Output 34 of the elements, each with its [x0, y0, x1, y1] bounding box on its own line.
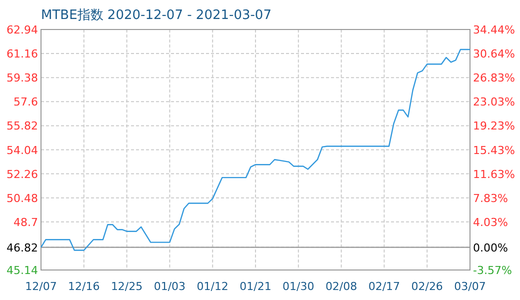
y-tick-label: 57.6 [14, 96, 38, 109]
y-tick-label: 62.94 [6, 24, 38, 36]
y2-tick-label: 15.43% [473, 144, 515, 157]
y2-tick-label: 23.03% [473, 96, 515, 109]
chart-title: MTBE指数 2020-12-07 - 2021-03-07 [41, 8, 272, 23]
x-tick-label: 02/26 [411, 280, 443, 293]
x-tick-label: 02/17 [368, 280, 400, 293]
y-tick-label: 52.26 [6, 168, 38, 181]
y2-tick-label: 11.63% [473, 168, 515, 181]
y-tick-label: 50.48 [6, 192, 38, 205]
y-tick-label: 48.7 [14, 216, 38, 229]
y2-tick-label: 34.44% [473, 24, 515, 36]
y2-tick-label: 0.00% [473, 241, 508, 254]
x-tick-label: 01/21 [240, 280, 272, 293]
y-tick-label: 45.14 [6, 264, 38, 277]
y-tick-label: 46.82 [6, 241, 38, 254]
y-tick-label: 54.04 [6, 144, 38, 157]
y2-tick-label: 4.03% [473, 216, 508, 229]
x-tick-label: 01/30 [282, 280, 314, 293]
x-tick-label: 01/03 [154, 280, 186, 293]
y2-tick-label: 7.83% [473, 192, 508, 205]
y2-tick-label: 30.64% [473, 48, 515, 61]
x-tick-label: 12/07 [25, 280, 57, 293]
y2-tick-label: -3.57% [473, 264, 512, 277]
x-tick-label: 01/12 [196, 280, 228, 293]
y2-tick-label: 26.83% [473, 72, 515, 85]
y2-tick-label: 19.23% [473, 120, 515, 133]
x-tick-label: 12/16 [68, 280, 100, 293]
x-tick-label: 12/25 [110, 280, 143, 293]
x-tick-label: 03/07 [454, 280, 486, 293]
y-tick-label: 61.16 [6, 48, 38, 61]
y-tick-label: 59.38 [6, 72, 38, 85]
y-tick-label: 55.82 [6, 120, 38, 133]
x-tick-label: 02/08 [325, 280, 358, 293]
